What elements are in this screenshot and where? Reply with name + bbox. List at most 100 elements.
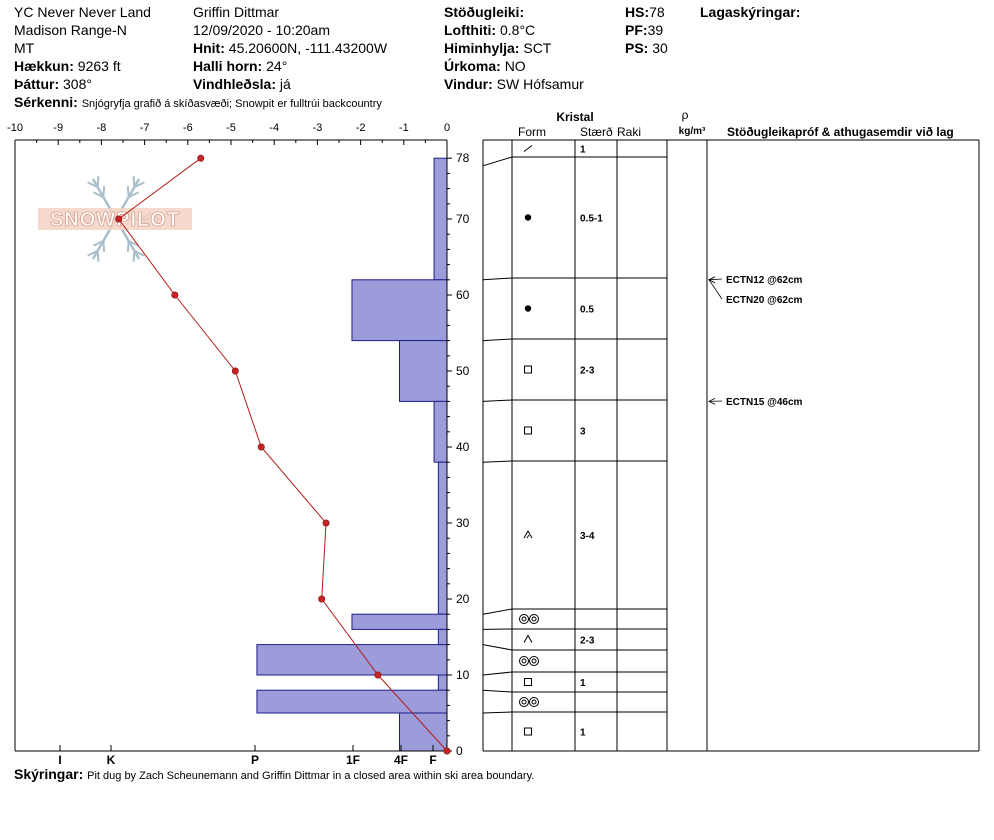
precip-label: Úrkoma: <box>444 58 501 74</box>
ps-value: 30 <box>652 40 668 56</box>
location-name: YC Never Never Land <box>14 4 151 20</box>
elevation-label: Hækkun: <box>14 58 74 74</box>
crystal-size-label: 1 <box>580 728 586 739</box>
wind-label: Vindur: <box>444 76 493 92</box>
logo-text: SNOWPILOT <box>50 209 180 231</box>
snowflake-branch <box>126 240 130 252</box>
hardness-bar <box>351 613 448 630</box>
crystal-size-label: 2-3 <box>580 636 595 647</box>
sky-row: Himinhylja: SCT <box>444 40 551 57</box>
wind-loading-row: Vindhleðsla: já <box>193 76 291 93</box>
height-tick-label: 30 <box>456 516 470 530</box>
stability-test-label: ECTN20 @62cm <box>726 295 803 306</box>
temperature-point <box>197 154 205 162</box>
snowflake-branch <box>87 181 99 189</box>
temp-tick-label: -7 <box>140 122 150 134</box>
layer-boundary <box>482 399 667 402</box>
air-temp-label: Lofthiti: <box>444 22 497 38</box>
temperature-point <box>115 215 123 223</box>
crystal-form-icon <box>529 614 539 624</box>
crystal-form-icon <box>519 614 529 624</box>
crystal-form-icon <box>524 365 532 374</box>
temperature-point <box>443 747 451 755</box>
range-name: Madison Range-N <box>14 22 127 38</box>
crystal-size-label: 0.5 <box>580 305 594 316</box>
temp-tick-label: -1 <box>399 122 409 134</box>
features-label: Sérkenni: <box>14 94 78 110</box>
height-tick-label: 78 <box>456 151 470 165</box>
wind-loading-value: já <box>279 76 291 92</box>
ps-row: PS: 30 <box>625 40 668 57</box>
slope-row: Halli horn: 24° <box>193 58 287 75</box>
layer-boundary <box>482 689 667 693</box>
crystal-size-label: 3-4 <box>580 531 595 542</box>
hardness-tick-label: I <box>58 753 61 767</box>
hardness-tick-label: 1F <box>346 753 360 767</box>
temperature-point <box>322 519 330 527</box>
observer-name: Griffin Dittmar <box>193 4 280 20</box>
crystal-form-icon <box>519 697 529 707</box>
crystal-form-icon <box>521 658 527 664</box>
pf-value: 39 <box>647 22 664 38</box>
hardness-bar <box>256 644 448 676</box>
rho-header: ρ <box>682 108 689 122</box>
snowflake-branch <box>96 250 100 262</box>
test-arrowhead <box>708 398 716 405</box>
temp-tick-label: -5 <box>226 122 236 134</box>
height-tick-label: 20 <box>456 592 470 606</box>
crystal-size-label: 1 <box>580 678 586 689</box>
hardness-tick-label: P <box>251 753 259 767</box>
test-arrowhead <box>708 276 716 284</box>
hardness-bar <box>398 340 448 402</box>
precip-row: Úrkoma: NO <box>444 58 526 75</box>
crystal-size-label: 1 <box>580 145 586 156</box>
temp-tick-label: -9 <box>53 122 63 134</box>
temperature-point <box>257 443 265 451</box>
elevation-value: 9263 ft <box>77 58 121 74</box>
crystal-form-icon <box>529 656 539 666</box>
crystal-form-icon <box>524 305 532 312</box>
slope-value: 24° <box>266 58 288 74</box>
crystal-form-icon <box>526 534 530 539</box>
coords-row: Hnit: 45.20600N, -111.43200W <box>193 40 387 57</box>
layer-boundary <box>482 156 667 167</box>
crystal-form-icon <box>521 699 527 705</box>
hardness-bar <box>398 712 448 752</box>
temperature-point <box>171 291 179 299</box>
test-leader <box>708 279 723 300</box>
observation-datetime: 12/09/2020 - 10:20am <box>193 22 330 38</box>
temp-tick-label: -6 <box>183 122 193 134</box>
snowflake-branch <box>128 240 140 247</box>
height-tick-label: 0 <box>456 744 463 758</box>
crystal-form-icon <box>523 529 533 539</box>
crystal-form-icon <box>529 697 539 707</box>
layer-boundary <box>482 460 667 463</box>
size-header: Stærð <box>580 125 613 139</box>
temp-tick-label: -8 <box>97 122 107 134</box>
temperature-point <box>231 367 239 375</box>
snowpilot-logo: SNOWPILOT <box>38 176 192 262</box>
hardness-bar <box>433 157 448 281</box>
stability-tests-header: Stöðugleikapróf & athugasemdir við lag <box>727 125 954 139</box>
layer-boundary <box>482 711 667 714</box>
temp-tick-label: 0 <box>444 122 450 134</box>
height-tick-label: 40 <box>456 440 470 454</box>
wind-loading-label: Vindhleðsla: <box>193 76 276 92</box>
slope-label: Halli horn: <box>193 58 263 74</box>
air-temp-row: Lofthiti: 0.8°C <box>444 22 535 39</box>
hardness-bar <box>437 628 448 646</box>
state-name: MT <box>14 40 35 56</box>
snowflake-branch <box>133 181 145 189</box>
crystal-form-icon <box>523 145 533 152</box>
crystal-form-icon <box>524 214 532 221</box>
form-header: Form <box>518 125 546 139</box>
hardness-bar <box>256 689 448 714</box>
moisture-header: Raki <box>617 125 641 139</box>
crystal-form-icon <box>524 727 532 736</box>
hardness-bar <box>433 400 448 463</box>
temp-tick-label: -4 <box>269 122 279 134</box>
height-tick-label: 70 <box>456 212 470 226</box>
crystal-size-label: 0.5-1 <box>580 214 603 225</box>
height-tick-label: 10 <box>456 668 470 682</box>
crystal-header: Kristal <box>556 110 593 124</box>
